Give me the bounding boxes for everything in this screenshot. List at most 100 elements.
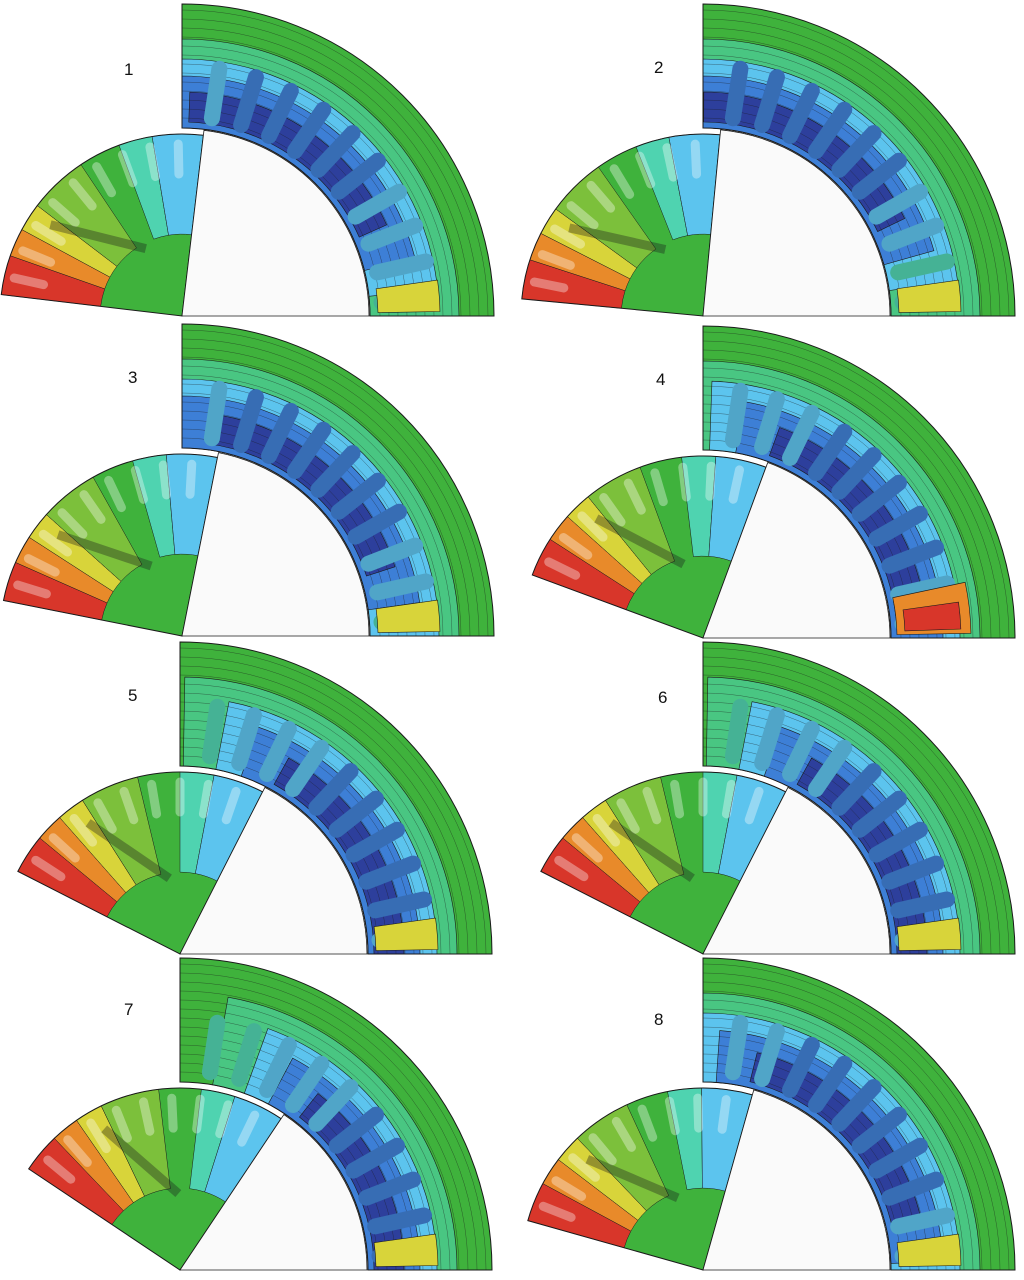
motor-panel-7	[27, 957, 493, 1271]
bore-empty	[181, 452, 370, 637]
rotor-slot	[577, 511, 608, 542]
stator-slot-edge	[310, 125, 361, 178]
stator-slot-edge	[330, 472, 386, 520]
stator-slot	[890, 253, 955, 281]
rotor-slot	[119, 786, 139, 825]
stator-slot-edge	[782, 1036, 820, 1098]
stator-slot	[881, 217, 945, 252]
stator-slot	[345, 1137, 405, 1179]
rotor-slot	[38, 529, 72, 557]
contour-line	[179, 999, 451, 1271]
stator-slot	[308, 1079, 359, 1132]
stator-slot-edge	[851, 1106, 907, 1154]
contour-line	[181, 54, 444, 317]
stator-slot-edge	[259, 1036, 297, 1098]
stator-slot	[233, 389, 264, 453]
contour-line	[179, 972, 478, 1271]
stator-slot-edge	[345, 821, 405, 863]
stator-slot	[868, 1137, 928, 1179]
contour-line	[702, 27, 992, 317]
rotor-outline	[521, 133, 721, 317]
stator-slot-edge	[754, 707, 785, 771]
stator-slot	[286, 101, 332, 159]
stator-slot-edge	[203, 380, 228, 447]
stator-slot	[807, 423, 853, 481]
stator-slot-edge	[782, 404, 820, 466]
bore-empty	[702, 462, 891, 639]
rotor-slot	[721, 779, 736, 819]
contour-line	[181, 36, 462, 317]
stator-slot-edge	[360, 217, 424, 252]
rotor-slot	[558, 533, 593, 560]
rotor-outline	[27, 1087, 282, 1271]
stator-slot-edge	[881, 539, 945, 574]
stator-outline	[702, 3, 1016, 317]
rotor-slot	[130, 465, 148, 504]
contour-line	[181, 356, 462, 637]
stator-slot-edge	[231, 707, 262, 771]
stator-slot	[360, 217, 424, 252]
stator-slot-edge	[347, 183, 407, 225]
rotor-slot	[586, 180, 616, 213]
bore-empty	[702, 1089, 891, 1271]
stator-slot	[881, 855, 945, 890]
rotor-slot	[529, 277, 569, 293]
rotor-slot	[48, 833, 80, 863]
contour-line	[702, 692, 965, 955]
stator-slot-edge	[851, 152, 907, 200]
stator-slot-edge	[286, 101, 332, 159]
stator-slot-edge	[358, 1171, 422, 1206]
contour-line	[181, 45, 453, 317]
rotor-slot	[111, 1105, 132, 1143]
stator-slot	[831, 763, 882, 816]
contour-line	[179, 963, 487, 1271]
magnet-barrier	[101, 1125, 182, 1197]
stator-slot-edge	[724, 1014, 749, 1081]
contour-line	[702, 9, 1010, 317]
stator-slot-edge	[259, 720, 297, 782]
stator-slot	[831, 1079, 882, 1132]
warm-region	[373, 917, 439, 951]
rotor-slot	[147, 779, 162, 819]
rotor-slot	[237, 1110, 260, 1147]
stator-slot	[807, 739, 853, 797]
motor-panel-5	[17, 641, 493, 955]
stator-slot-edge	[831, 447, 882, 500]
stator-slot-edge	[284, 739, 330, 797]
stator-slot	[831, 447, 882, 500]
stator-slot	[345, 821, 405, 863]
stator-slot	[330, 472, 386, 520]
stator-slot-edge	[724, 382, 749, 449]
motor-panel-4	[531, 325, 1016, 639]
stator-slot	[261, 82, 299, 144]
stator-5	[179, 641, 493, 955]
stator-slot-edge	[308, 763, 359, 816]
rotor-slot	[554, 855, 589, 882]
stator-slot	[284, 1055, 330, 1113]
stator-slot-edge	[868, 1137, 928, 1179]
stator-slot	[367, 891, 432, 919]
stator-slot-edge	[308, 1079, 359, 1132]
stator-slot	[328, 790, 384, 838]
stator-slot	[308, 763, 359, 816]
stator-slot-edge	[284, 1055, 330, 1113]
rotor-slot	[48, 198, 80, 227]
stator-outline	[702, 325, 1016, 639]
stator-outline	[181, 323, 495, 637]
stator-slot	[881, 539, 945, 574]
stator-slot-edge	[868, 821, 928, 863]
rotor-slot	[662, 143, 678, 182]
contour-line	[179, 692, 442, 955]
rotor-slot	[550, 224, 586, 249]
contour-line	[179, 665, 469, 955]
contour-line	[179, 990, 460, 1271]
rotor-slot	[63, 1135, 92, 1167]
contour-line	[179, 656, 478, 955]
stator-slot-edge	[369, 253, 434, 281]
contour-line	[702, 683, 974, 955]
motor-panel-2	[521, 3, 1016, 317]
stator-slot	[231, 1023, 262, 1087]
contour-line	[702, 54, 965, 317]
stator-slot-edge	[782, 720, 820, 782]
stator-slot	[868, 821, 928, 863]
